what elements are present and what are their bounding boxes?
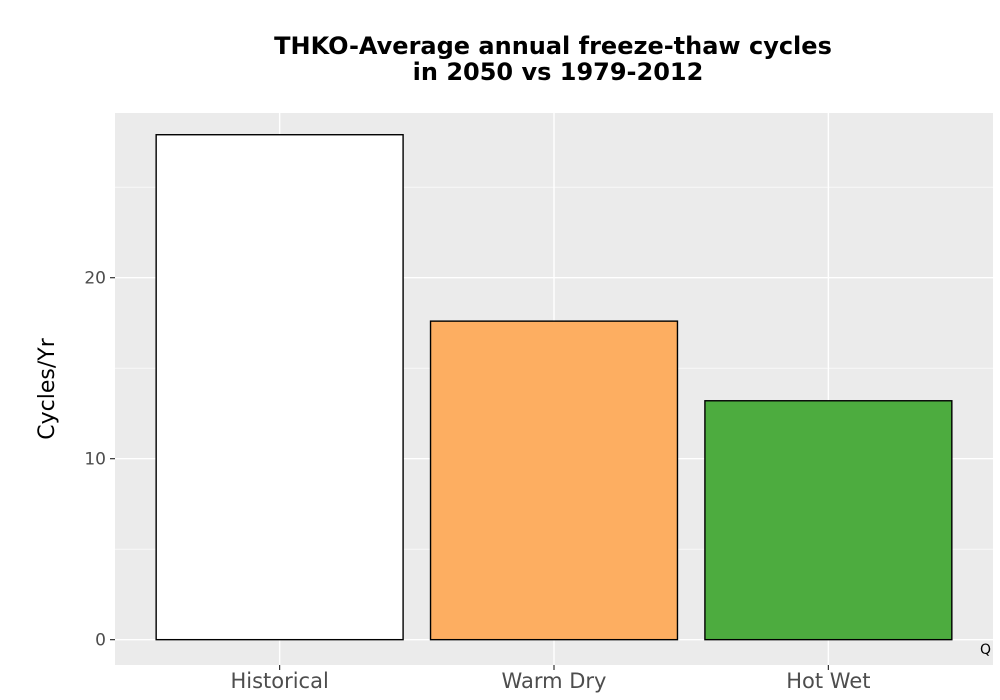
x-tick-label: Hot Wet (786, 669, 870, 693)
bar-hot-wet (704, 400, 953, 641)
y-axis: 0 10 20 (84, 269, 115, 651)
chart-title-line-1: THKO-Average annual freeze-thaw cycles (274, 32, 832, 60)
x-axis: Historical Warm Dry Hot Wet (230, 665, 871, 693)
x-tick-label: Historical (230, 669, 328, 693)
bar-warm-dry (429, 320, 679, 641)
y-tick-label: 0 (95, 631, 106, 651)
corner-note: Q (980, 642, 991, 658)
y-tick-label: 10 (84, 450, 106, 470)
y-tick-label: 20 (84, 269, 106, 289)
chart-title-line-2: in 2050 vs 1979-2012 (413, 58, 704, 86)
bar-historical (155, 134, 404, 641)
y-axis-title: Cycles/Yr (35, 337, 60, 439)
bars (155, 134, 953, 641)
x-tick-label: Warm Dry (502, 669, 607, 693)
